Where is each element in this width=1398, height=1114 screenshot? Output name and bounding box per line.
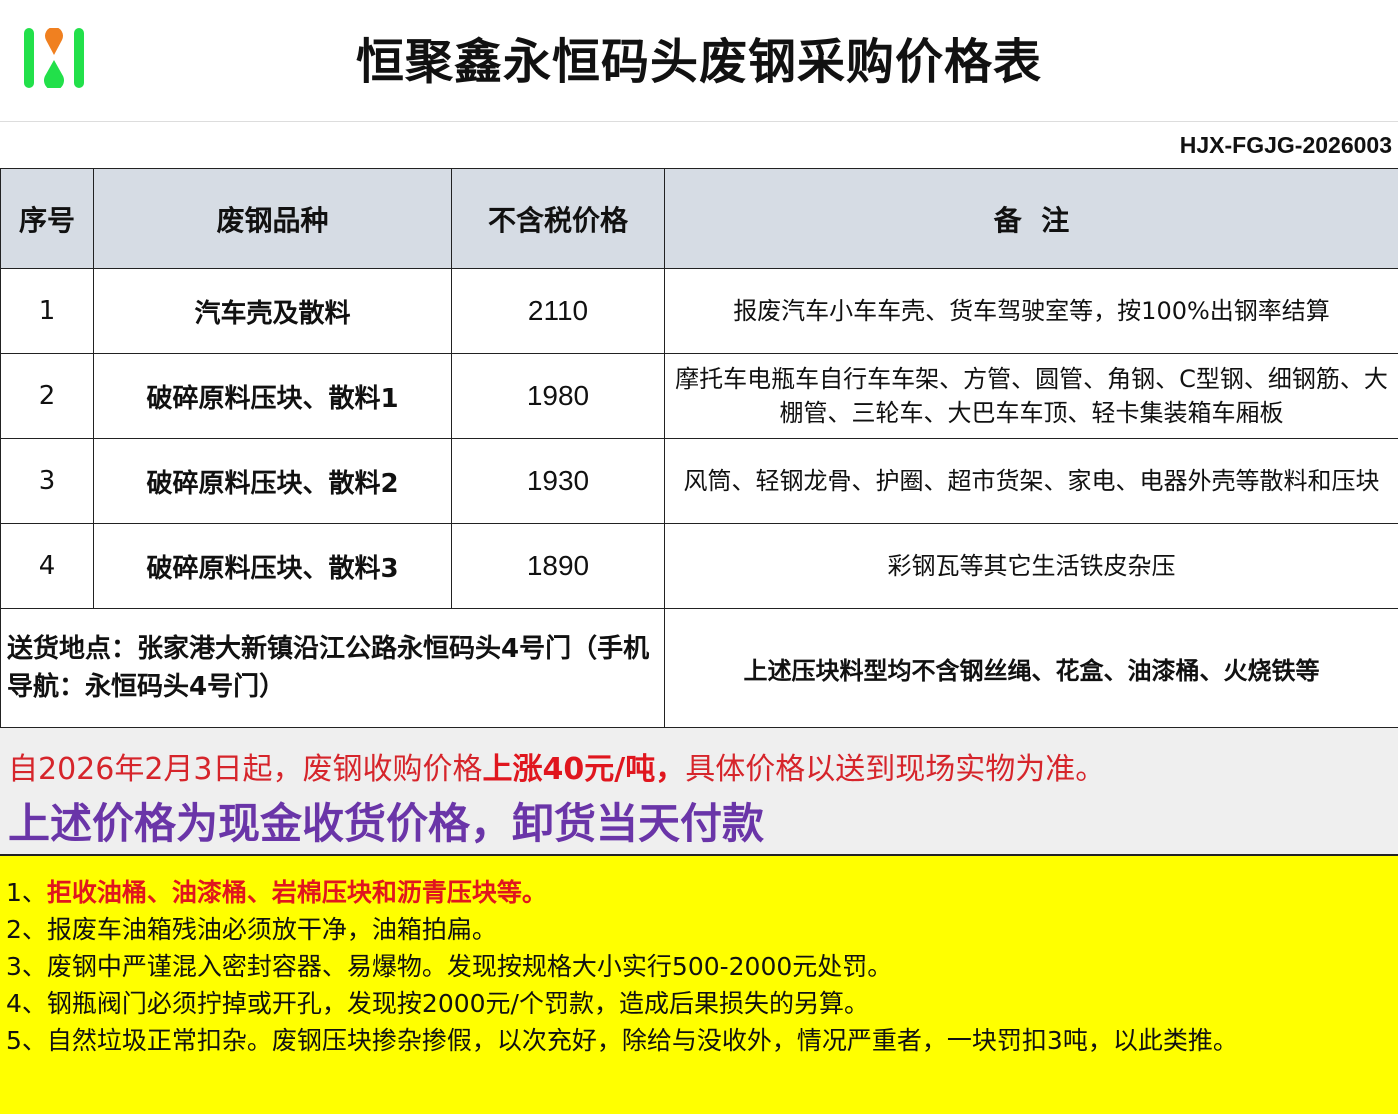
notice-highlight: 上涨40元/吨， (482, 752, 686, 787)
row-type: 汽车壳及散料 (93, 268, 452, 354)
document-code: HJX-FGJG-2026003 (1179, 132, 1392, 158)
row-price: 1890 (451, 523, 665, 609)
rule-text: 拒收油桶、油漆桶、岩棉压块和沥青压块等。 (46, 878, 547, 907)
column-header-remark: 备 注 (664, 168, 1398, 269)
row-no: 4 (0, 523, 94, 609)
payment-notice: 上述价格为现金收货价格，卸货当天付款 (8, 799, 765, 848)
rule-item: 5、自然垃圾正常扣杂。废钢压块掺杂掺假，以次充好，除给与没收外，情况严重者，一块… (6, 1026, 1238, 1055)
price-notice: 自2026年2月3日起，废钢收购价格上涨40元/吨，具体价格以送到现场实物为准。… (0, 728, 1398, 856)
rules-section: 1、拒收油桶、油漆桶、岩棉压块和沥青压块等。 2、报废车油箱残油必须放干净，油箱… (0, 856, 1398, 1114)
address-row: 送货地点：张家港大新镇沿江公路永恒码头4号门（手机导航：永恒码头4号门） 上述压… (0, 608, 1398, 728)
row-remark: 报废汽车小车车壳、货车驾驶室等，按100%出钢率结算 (664, 268, 1398, 354)
row-price: 2110 (451, 268, 665, 354)
row-remark: 风筒、轻钢龙骨、护圈、超市货架、家电、电器外壳等散料和压块 (664, 438, 1398, 524)
row-no: 2 (0, 353, 94, 439)
row-type: 破碎原料压块、散料3 (93, 523, 452, 609)
price-change-notice: 自2026年2月3日起，废钢收购价格上涨40元/吨，具体价格以送到现场实物为准。 (8, 744, 1105, 788)
rule-item: 1、拒收油桶、油漆桶、岩棉压块和沥青压块等。 (6, 874, 1392, 911)
row-no: 1 (0, 268, 94, 354)
table-row: 3 破碎原料压块、散料2 1930 风筒、轻钢龙骨、护圈、超市货架、家电、电器外… (0, 438, 1398, 524)
table-row: 2 破碎原料压块、散料1 1980 摩托车电瓶车自行车车架、方管、圆管、角钢、C… (0, 353, 1398, 439)
row-no: 3 (0, 438, 94, 524)
row-type: 破碎原料压块、散料1 (93, 353, 452, 439)
address-note: 上述压块料型均不含钢丝绳、花盒、油漆桶、火烧铁等 (664, 608, 1398, 728)
rule-number: 1、 (6, 878, 47, 907)
notice-text: 具体价格以送到现场实物为准。 (685, 752, 1106, 787)
notice-text: 自2026年2月3日起，废钢收购价格 (8, 752, 483, 787)
table-row: 4 破碎原料压块、散料3 1890 彩钢瓦等其它生活铁皮杂压 (0, 523, 1398, 609)
row-price: 1980 (451, 353, 665, 439)
rule-item: 3、废钢中严谨混入密封容器、易爆物。发现按规格大小实行500-2000元处罚。 (6, 952, 893, 981)
row-type: 破碎原料压块、散料2 (93, 438, 452, 524)
rule-item: 4、钢瓶阀门必须拧掉或开孔，发现按2000元/个罚款，造成后果损失的另算。 (6, 989, 869, 1018)
rule-item: 2、报废车油箱残油必须放干净，油箱拍扁。 (6, 915, 497, 944)
header: 恒聚鑫永恒码头废钢采购价格表 (0, 0, 1398, 122)
row-remark: 摩托车电瓶车自行车车架、方管、圆管、角钢、C型钢、细钢筋、大棚管、三轮车、大巴车… (664, 353, 1398, 439)
row-remark: 彩钢瓦等其它生活铁皮杂压 (664, 523, 1398, 609)
column-header-price: 不含税价格 (451, 168, 665, 269)
company-logo-icon (24, 28, 84, 88)
table-row: 1 汽车壳及散料 2110 报废汽车小车车壳、货车驾驶室等，按100%出钢率结算 (0, 268, 1398, 354)
column-header-no: 序号 (0, 168, 94, 269)
row-price: 1930 (451, 438, 665, 524)
table-header-row: 序号 废钢品种 不含税价格 备 注 (0, 168, 1398, 269)
page-title: 恒聚鑫永恒码头废钢采购价格表 (355, 34, 1042, 90)
delivery-address: 送货地点：张家港大新镇沿江公路永恒码头4号门（手机导航：永恒码头4号门） (0, 608, 665, 728)
column-header-type: 废钢品种 (93, 168, 452, 269)
price-table: 序号 废钢品种 不含税价格 备 注 1 汽车壳及散料 2110 报废汽车小车车壳… (0, 168, 1398, 728)
